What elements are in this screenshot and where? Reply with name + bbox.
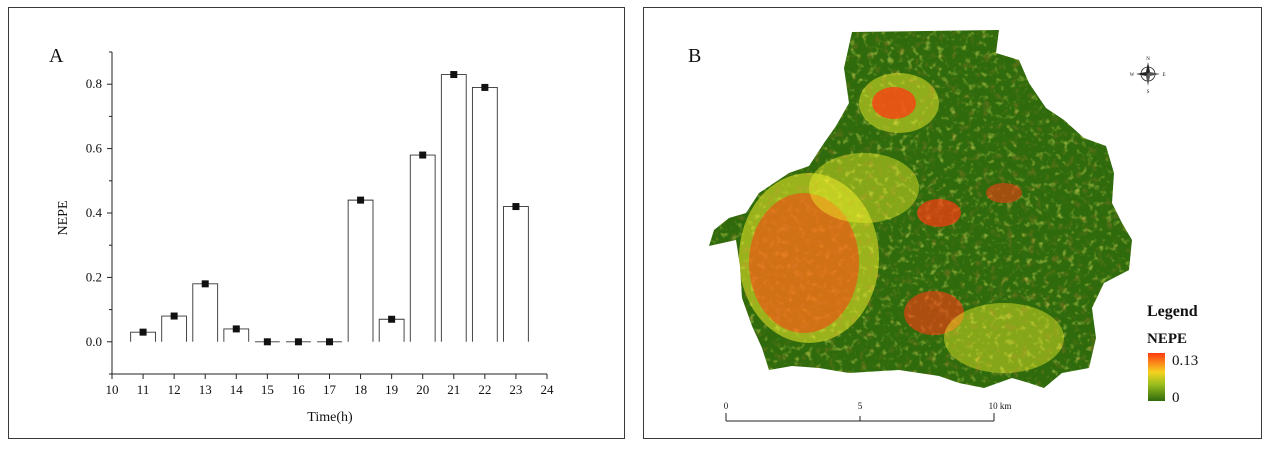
legend-variable: NEPE: [1147, 331, 1187, 347]
y-tick-label: 0.2: [86, 269, 102, 284]
compass-e: E: [1162, 73, 1165, 78]
x-tick-label: 17: [323, 382, 337, 397]
map-b: B N S E: [688, 30, 1198, 422]
step-bars: [130, 74, 529, 343]
step-bar: [192, 283, 219, 342]
data-point: [139, 328, 147, 336]
compass-w: W: [1130, 73, 1135, 78]
y-tick-label: 0.4: [86, 205, 103, 220]
compass-needle-n: [1146, 62, 1150, 74]
y-axis-label: NEPE: [56, 201, 71, 236]
axes: 10 11 12 13 14 15 16 17 18 19 20 21 22 23 24 0.0 0.2 0.4 0…: [86, 51, 555, 397]
data-point: [232, 325, 240, 333]
compass-needle-s: [1146, 74, 1150, 86]
x-tick-label: 21: [447, 382, 460, 397]
legend-max-label: 0.13: [1172, 353, 1198, 369]
data-point: [294, 338, 302, 346]
x-tick-label: 16: [292, 382, 306, 397]
data-point: [357, 196, 365, 204]
data-point: [263, 338, 271, 346]
scale-label-0: 0: [724, 401, 729, 411]
x-tick-label: 15: [261, 382, 274, 397]
legend-min-label: 0: [1172, 390, 1180, 406]
panel-label-a: A: [49, 45, 64, 67]
step-bar: [409, 154, 436, 342]
y-tick-label: 0.8: [86, 76, 102, 91]
x-tick-label: 13: [199, 382, 212, 397]
north-arrow: N S E W: [1130, 57, 1166, 95]
chart-a-panel: A NEPE Time(h) 10 11 12 13 14 15 16 17 18 19 20 21 2…: [8, 7, 625, 439]
nepe-map: [709, 30, 1132, 388]
x-tick-label: 12: [168, 382, 181, 397]
data-point: [419, 151, 427, 159]
step-bar: [440, 74, 467, 342]
x-tick-label: 11: [137, 382, 150, 397]
x-tick-label: 22: [478, 382, 491, 397]
x-tick-label: 23: [509, 382, 522, 397]
x-tick-label: 19: [385, 382, 398, 397]
data-point: [201, 280, 209, 288]
compass-s: S: [1147, 90, 1150, 95]
y-tick-label: 0.0: [86, 334, 102, 349]
data-points: [139, 71, 520, 346]
legend-title: Legend: [1147, 303, 1198, 320]
compass-n: N: [1146, 57, 1150, 62]
scale-label-5: 5: [858, 401, 863, 411]
y-tick-label: 0.6: [86, 141, 103, 156]
data-point: [512, 203, 520, 211]
x-tick-label: 14: [230, 382, 244, 397]
chart-a: A NEPE Time(h) 10 11 12 13 14 15 16 17 18 19 20 21 2…: [49, 45, 555, 425]
step-bar: [161, 315, 188, 342]
panel-label-b: B: [688, 45, 701, 67]
step-bar: [471, 86, 498, 342]
step-bar: [347, 199, 374, 342]
compass-needle-w: [1136, 72, 1148, 76]
data-point: [450, 71, 458, 79]
scale-label-10: 10 km: [989, 401, 1012, 411]
compass-needle-e: [1148, 72, 1160, 76]
x-axis-label: Time(h): [307, 410, 353, 425]
legend-colorbar: [1148, 353, 1165, 401]
data-point: [481, 83, 489, 91]
x-tick-label: 24: [541, 382, 555, 397]
data-point: [326, 338, 333, 346]
x-tick-label: 20: [416, 382, 429, 397]
data-point: [388, 315, 396, 323]
scale-bar: 0 5 10 km: [724, 401, 1012, 422]
map-speckle-red: [709, 30, 1132, 388]
data-point: [170, 312, 178, 320]
step-bar: [503, 206, 529, 342]
x-tick-label: 18: [354, 382, 367, 397]
map-b-panel: B N S E: [643, 7, 1262, 439]
x-tick-label: 10: [106, 382, 119, 397]
